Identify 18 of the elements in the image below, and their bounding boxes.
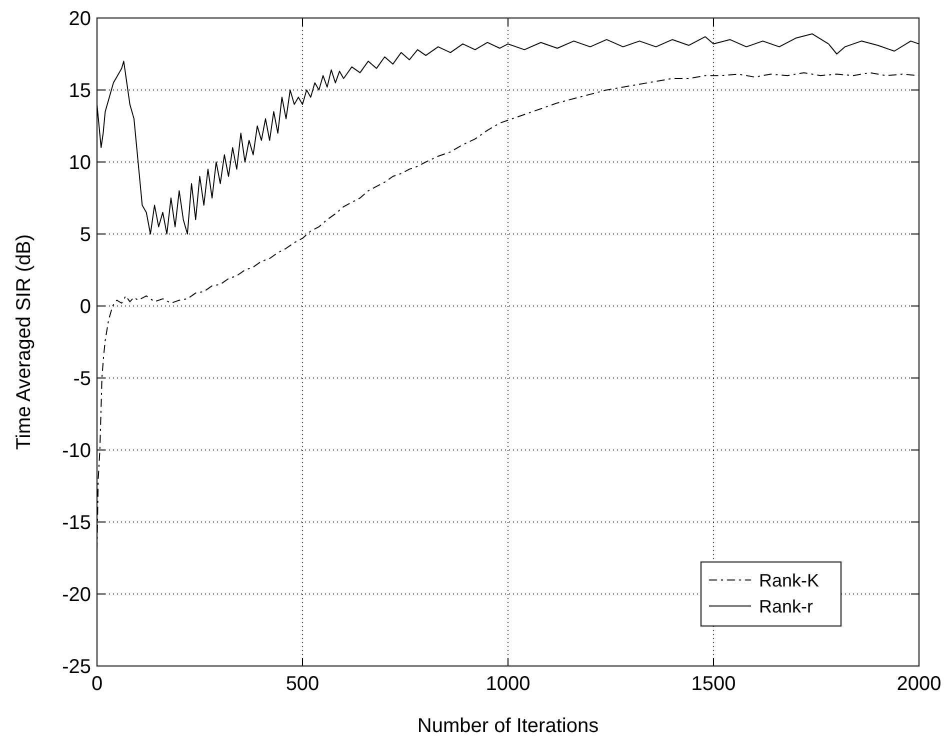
y-tick-label: -20 [62,584,91,606]
x-tick-label: 500 [286,673,320,695]
legend-label: Rank-K [759,570,820,590]
y-tick-label: 0 [80,296,91,318]
y-tick-label: -25 [62,656,91,678]
y-axis-title: Time Averaged SIR (dB) [13,234,35,450]
x-tick-label: 2000 [896,673,942,695]
y-tick-label: 10 [68,152,91,174]
y-tick-label: 20 [68,8,91,30]
legend-label: Rank-r [759,596,814,616]
x-tick-label: 1000 [486,673,530,695]
y-tick-label: -15 [62,512,91,534]
y-tick-label: 5 [80,224,91,246]
y-tick-label: 15 [68,80,91,102]
y-tick-label: -10 [62,440,91,462]
y-tick-label: -5 [73,368,91,390]
x-axis-title: Number of Iterations [417,715,599,737]
x-tick-label: 1500 [691,673,736,695]
